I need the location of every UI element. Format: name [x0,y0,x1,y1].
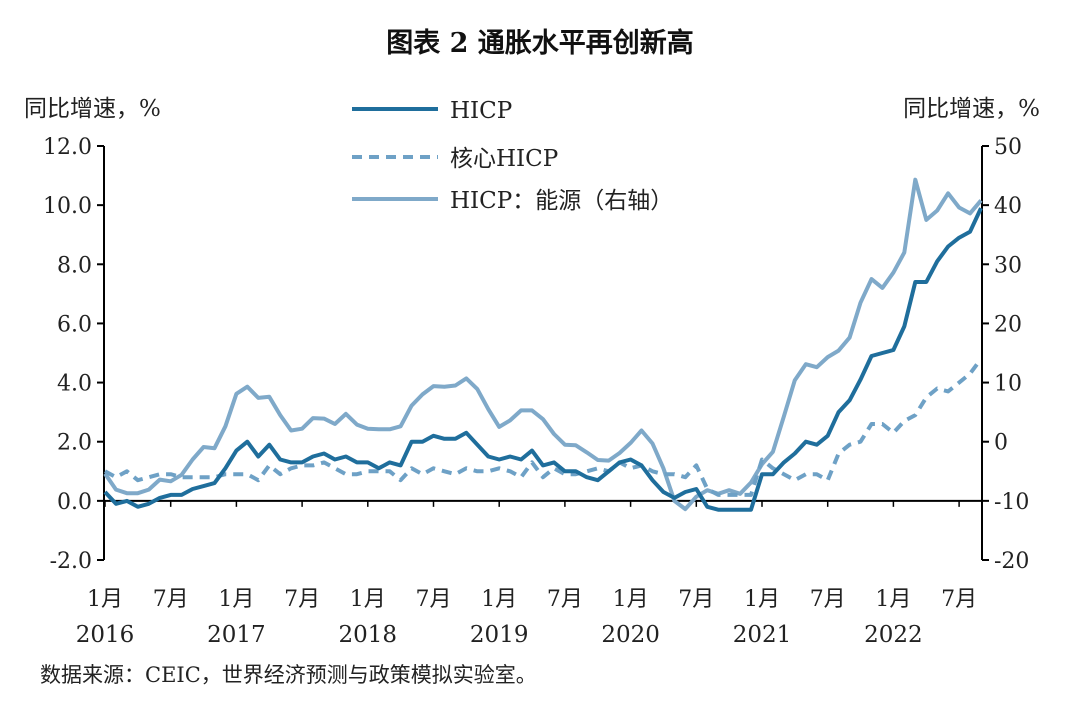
x-month-label: 1月 [87,587,123,612]
x-month-label: 7月 [941,587,977,612]
x-year-label: 2022 [864,622,923,648]
chart-title: 图表 2 通胀水平再创新高 [386,27,694,59]
right-tick-label: -10 [994,490,1029,515]
x-month-label: 7月 [416,587,452,612]
x-month-label: 7月 [153,587,189,612]
legend: HICP 核心HICP HICP：能源（右轴） [352,98,673,214]
series-core-hicp-line [104,357,983,497]
right-tick-label: 20 [994,312,1022,337]
x-month-label: 1月 [744,587,780,612]
left-axis-unit-label: 同比增速，% [24,96,161,122]
x-month-label: 7月 [678,587,714,612]
x-month-label: 1月 [875,587,911,612]
x-year-label: 2021 [733,622,792,648]
left-tick-label: 12.0 [43,135,92,160]
left-tick-label: 10.0 [43,194,92,219]
left-tick-label: 8.0 [57,253,92,278]
series-layer [103,177,983,512]
left-tick-label: -2.0 [50,549,92,574]
right-tick-label: 0 [994,431,1008,456]
series-energy-line [103,177,983,512]
legend-core-hicp-label: 核心HICP [450,146,558,172]
right-tick-label: 10 [994,372,1022,397]
x-year-label: 2018 [339,622,398,648]
left-tick-label: 6.0 [57,312,92,337]
left-tick-label: 2.0 [57,431,92,456]
series-hicp-line [103,207,983,512]
right-axis-unit-label: 同比增速，% [903,96,1040,122]
source-note: 数据来源：CEIC，世界经济预测与政策模拟实验室。 [40,663,537,687]
right-tick-label: 30 [994,253,1022,278]
x-year-label: 2019 [470,622,529,648]
left-tick-label: 0.0 [57,490,92,515]
left-tick-label: 4.0 [57,372,92,397]
x-year-label: 2017 [207,622,266,648]
axes: 12.0 10.0 8.0 6.0 4.0 2.0 0.0 -2.0 50 40 30 20 10 0 -1… [43,135,1029,648]
x-year-label: 2020 [601,622,660,648]
x-year-label: 2016 [76,622,135,648]
right-tick-label: 50 [994,135,1022,160]
x-month-label: 7月 [547,587,583,612]
legend-energy-label: HICP：能源（右轴） [450,188,673,214]
right-tick-label: -20 [994,549,1029,574]
legend-hicp-label: HICP [450,98,512,124]
x-month-label: 7月 [810,587,846,612]
x-month-label: 7月 [284,587,320,612]
x-month-label: 1月 [481,587,517,612]
x-month-label: 1月 [613,587,649,612]
right-tick-label: 40 [994,194,1022,219]
x-month-label: 1月 [218,587,254,612]
x-month-label: 1月 [350,587,386,612]
